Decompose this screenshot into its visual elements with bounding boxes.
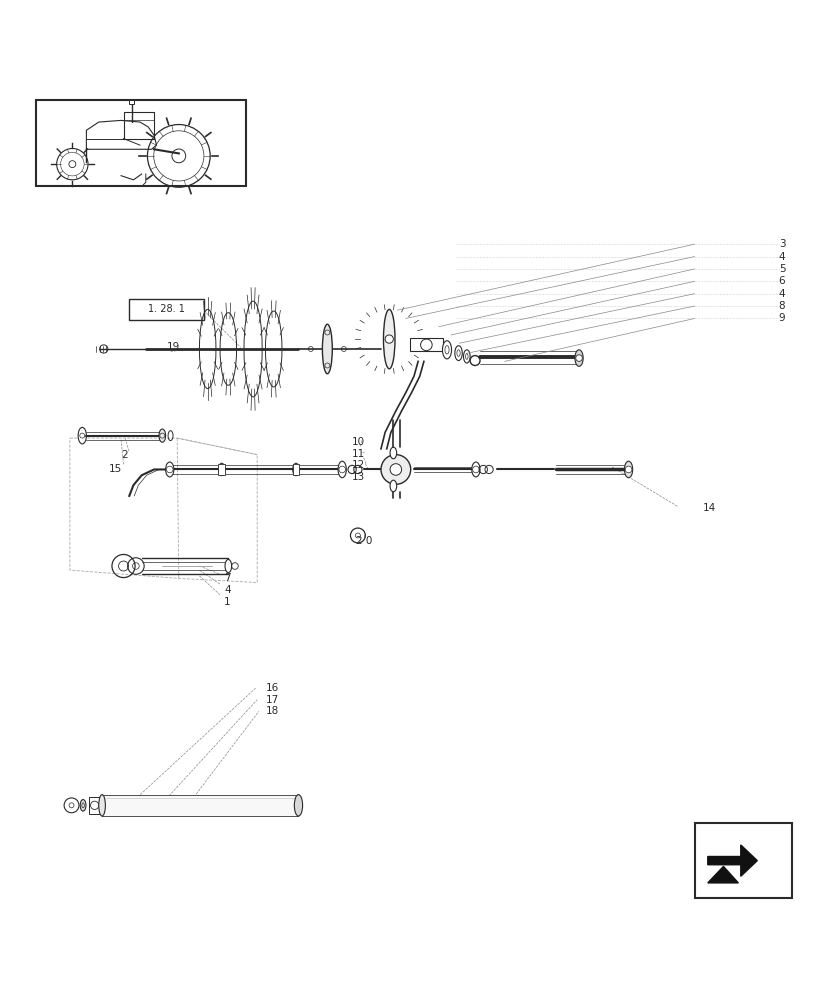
Ellipse shape	[463, 350, 470, 363]
Text: 2 0: 2 0	[356, 536, 372, 546]
Ellipse shape	[454, 346, 461, 361]
Text: 6: 6	[777, 276, 784, 286]
Text: 1. 28. 1: 1. 28. 1	[148, 304, 184, 314]
Ellipse shape	[471, 462, 480, 477]
Text: 9: 9	[777, 313, 784, 323]
Text: 1: 1	[224, 597, 231, 607]
Polygon shape	[707, 866, 738, 883]
Ellipse shape	[574, 350, 582, 366]
Ellipse shape	[159, 429, 165, 442]
Ellipse shape	[165, 462, 174, 477]
Text: 2: 2	[121, 450, 127, 460]
Text: 5: 5	[777, 264, 784, 274]
Bar	[409, 338, 442, 351]
Circle shape	[380, 455, 410, 484]
Circle shape	[624, 466, 631, 473]
Circle shape	[390, 464, 401, 475]
Bar	[36, 100, 246, 186]
Circle shape	[172, 149, 185, 163]
Ellipse shape	[383, 309, 394, 369]
Ellipse shape	[442, 341, 451, 359]
Text: 14: 14	[702, 503, 715, 513]
Text: 18: 18	[265, 706, 279, 716]
Text: 19: 19	[166, 342, 179, 352]
Polygon shape	[707, 845, 757, 876]
Text: 15: 15	[108, 464, 122, 474]
Text: 11: 11	[351, 449, 365, 459]
Text: 16: 16	[265, 683, 279, 693]
Ellipse shape	[98, 795, 105, 816]
Text: 3: 3	[777, 239, 784, 249]
Bar	[88, 797, 101, 814]
Ellipse shape	[337, 461, 346, 478]
Text: 4: 4	[777, 252, 784, 262]
Bar	[129, 299, 203, 320]
Ellipse shape	[390, 480, 396, 492]
Ellipse shape	[80, 800, 86, 811]
Bar	[292, 464, 299, 475]
Text: 12: 12	[351, 460, 365, 470]
Ellipse shape	[225, 559, 232, 573]
Text: 10: 10	[351, 437, 365, 447]
Text: 13: 13	[351, 472, 365, 482]
Circle shape	[575, 355, 581, 361]
Text: 4: 4	[777, 289, 784, 299]
Circle shape	[118, 561, 128, 571]
Bar	[102, 795, 298, 816]
Ellipse shape	[294, 795, 302, 816]
Text: 17: 17	[265, 695, 279, 705]
Bar	[218, 464, 225, 475]
Bar	[694, 823, 791, 898]
Text: 4: 4	[224, 585, 231, 595]
Ellipse shape	[624, 461, 632, 478]
Circle shape	[385, 335, 393, 343]
Ellipse shape	[78, 427, 86, 444]
Text: 8: 8	[777, 301, 784, 311]
Bar	[129, 100, 134, 104]
Circle shape	[69, 161, 76, 168]
Ellipse shape	[390, 447, 396, 459]
Text: 7: 7	[224, 573, 231, 583]
Ellipse shape	[322, 324, 332, 374]
